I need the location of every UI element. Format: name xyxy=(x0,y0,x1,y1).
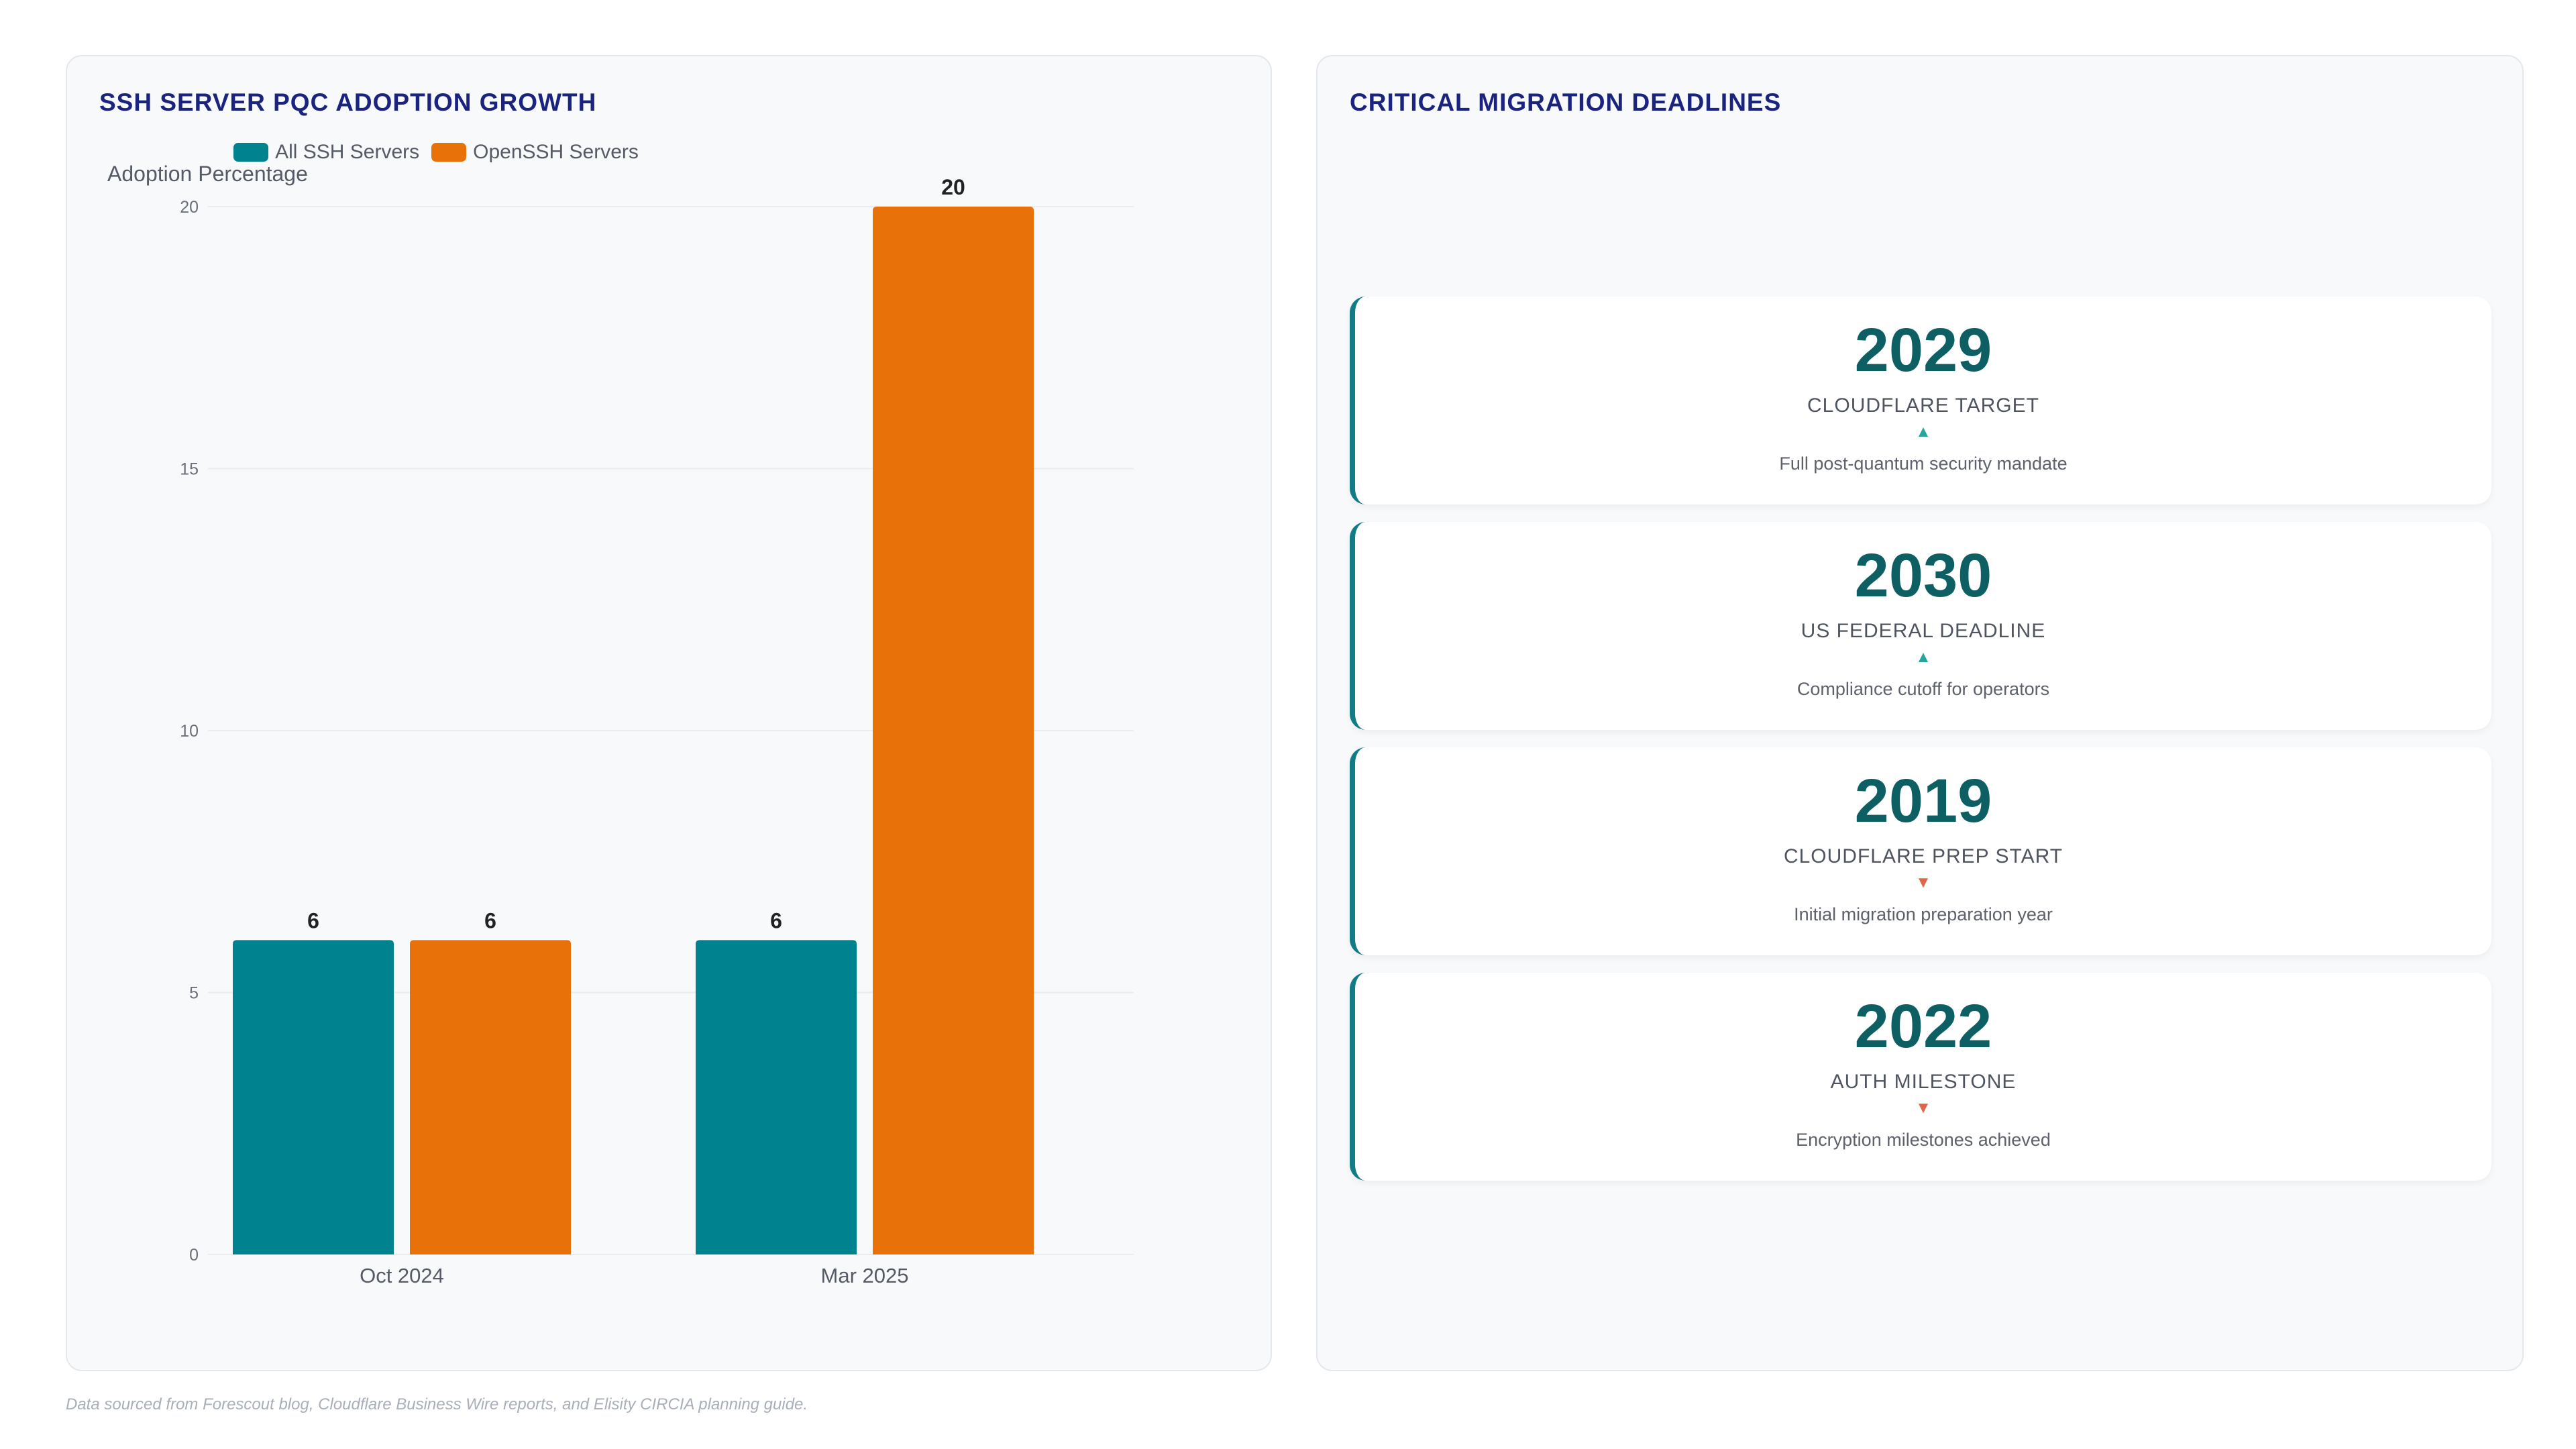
trend-down-icon: ▼ xyxy=(1915,873,1931,892)
deadline-card: 2019 CLOUDFLARE PREP START ▼ Initial mig… xyxy=(1350,747,2491,955)
deadline-card: 2030 US FEDERAL DEADLINE ▲ Compliance cu… xyxy=(1350,522,2491,730)
bar xyxy=(233,940,394,1254)
x-tick-label: Oct 2024 xyxy=(360,1264,444,1287)
y-tick-label: 20 xyxy=(180,198,199,217)
chart-legend: All SSH Servers OpenSSH Servers xyxy=(67,141,805,164)
legend-label: All SSH Servers xyxy=(275,141,420,163)
y-tick-label: 10 xyxy=(180,722,199,741)
trend-up-icon: ▲ xyxy=(1915,648,1931,666)
deadline-card: 2022 AUTH MILESTONE ▼ Encryption milesto… xyxy=(1350,973,2491,1181)
deadline-description: Encryption milestones achieved xyxy=(1796,1130,2051,1150)
source-footnote: Data sourced from Forescout blog, Cloudf… xyxy=(66,1395,808,1413)
deadline-year: 2022 xyxy=(1854,992,1992,1061)
x-tick-label: Mar 2025 xyxy=(821,1264,909,1287)
deadlines-title: CRITICAL MIGRATION DEADLINES xyxy=(1350,89,1782,116)
deadline-year: 2019 xyxy=(1854,767,1992,835)
deadline-year: 2029 xyxy=(1854,316,1992,384)
data-label: 6 xyxy=(484,908,496,932)
bar-chart: Adoption Percentage 0 5 10 15 20 6 6 Oct 2024 6 20… xyxy=(107,162,1134,1287)
trend-up-icon: ▲ xyxy=(1915,423,1931,441)
legend-item[interactable]: All SSH Servers xyxy=(233,141,419,164)
deadline-label: US FEDERAL DEADLINE xyxy=(1801,620,2046,642)
data-label: 6 xyxy=(307,908,319,932)
deadline-year: 2030 xyxy=(1854,541,1992,610)
bar xyxy=(873,207,1034,1254)
bar xyxy=(410,940,571,1254)
y-tick-label: 5 xyxy=(189,984,199,1003)
deadline-description: Full post-quantum security mandate xyxy=(1779,453,2068,474)
deadline-description: Initial migration preparation year xyxy=(1794,904,2053,924)
deadline-label: AUTH MILESTONE xyxy=(1830,1071,2017,1093)
deadline-card: 2029 CLOUDFLARE TARGET ▲ Full post-quant… xyxy=(1350,297,2491,504)
legend-label: OpenSSH Servers xyxy=(473,141,639,163)
legend-item[interactable]: OpenSSH Servers xyxy=(431,141,639,164)
deadline-description: Compliance cutoff for operators xyxy=(1796,679,2050,699)
chart-panel: SSH SERVER PQC ADOPTION GROWTH All SSH S… xyxy=(66,55,1272,1371)
legend-swatch xyxy=(431,143,467,162)
chart-title: SSH SERVER PQC ADOPTION GROWTH xyxy=(99,89,597,116)
y-axis-label: Adoption Percentage xyxy=(107,162,308,186)
bar xyxy=(696,940,857,1254)
deadline-label: CLOUDFLARE PREP START xyxy=(1783,845,2063,867)
deadline-label: CLOUDFLARE TARGET xyxy=(1807,394,2039,417)
data-label: 6 xyxy=(770,908,782,932)
y-tick-label: 0 xyxy=(189,1246,199,1265)
data-label: 20 xyxy=(941,175,965,199)
trend-down-icon: ▼ xyxy=(1915,1099,1931,1117)
deadlines-panel: CRITICAL MIGRATION DEADLINES 2029 CLOUDF… xyxy=(1316,55,2524,1371)
legend-swatch xyxy=(233,143,269,162)
y-tick-label: 15 xyxy=(180,460,199,479)
